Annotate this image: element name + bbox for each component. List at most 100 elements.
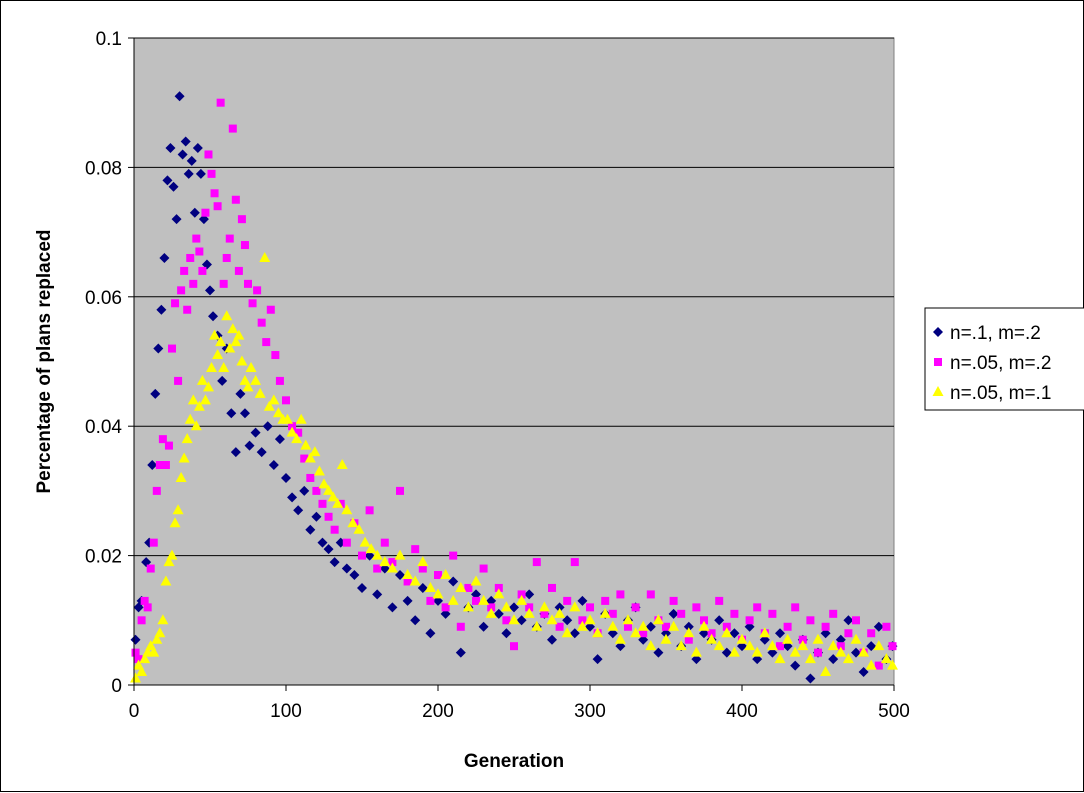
- data-point: [531, 620, 543, 631]
- data-point: [332, 497, 344, 508]
- data-point: [311, 511, 322, 522]
- data-point: [359, 536, 371, 547]
- data-point: [706, 633, 718, 644]
- y-tick-label: 0.04: [85, 417, 122, 438]
- data-point: [410, 615, 421, 626]
- x-tick-label: 0: [129, 701, 140, 722]
- data-point: [380, 538, 389, 547]
- data-point: [190, 420, 202, 431]
- data-point: [212, 349, 224, 360]
- data-point: [812, 633, 824, 644]
- x-axis-title: Generation: [464, 751, 564, 772]
- data-point: [700, 616, 708, 625]
- data-point: [186, 155, 197, 166]
- data-point: [502, 616, 511, 625]
- data-point: [510, 642, 518, 651]
- data-point: [751, 646, 763, 657]
- data-point: [501, 628, 512, 639]
- data-point: [707, 629, 716, 638]
- y-tick-label: 0.08: [85, 158, 122, 179]
- data-point: [154, 627, 166, 638]
- data-point: [829, 609, 838, 618]
- data-point: [791, 603, 800, 612]
- legend-marker: [934, 358, 942, 366]
- data-point: [206, 361, 218, 372]
- data-point: [365, 543, 377, 554]
- data-point: [485, 607, 497, 618]
- data-point: [425, 628, 436, 639]
- data-point: [432, 588, 444, 599]
- data-point: [224, 342, 236, 353]
- data-point: [263, 400, 275, 411]
- data-point: [599, 607, 611, 618]
- data-point: [850, 633, 862, 644]
- data-point: [373, 564, 382, 573]
- data-point: [184, 413, 196, 424]
- data-point: [372, 589, 383, 600]
- data-point: [592, 654, 603, 665]
- data-point: [312, 486, 321, 495]
- data-point: [262, 421, 273, 432]
- data-point: [166, 549, 178, 560]
- data-point: [873, 640, 885, 651]
- data-point: [775, 628, 785, 639]
- data-point: [151, 633, 163, 644]
- data-point: [230, 336, 242, 347]
- data-point: [570, 558, 579, 567]
- data-point: [262, 338, 271, 347]
- data-point: [578, 616, 587, 625]
- legend: n=.1, m=.2 n=.05, m=.2 n=.05, m=.1: [924, 307, 1084, 411]
- data-point: [844, 629, 853, 638]
- data-point: [136, 666, 148, 677]
- data-point: [294, 428, 303, 437]
- data-point: [274, 434, 285, 445]
- data-point: [313, 465, 325, 476]
- y-tick-label: 0.1: [96, 29, 122, 50]
- data-point: [181, 433, 193, 444]
- legend-entry-label: n=.05, m=.2: [950, 353, 1051, 374]
- x-tick-label: 400: [726, 701, 758, 722]
- data-point: [713, 640, 725, 651]
- data-point: [323, 484, 335, 495]
- data-point: [349, 570, 360, 581]
- data-point: [196, 374, 208, 385]
- data-point: [250, 374, 262, 385]
- data-point: [324, 512, 333, 521]
- data-point: [548, 583, 556, 592]
- data-point: [281, 472, 291, 483]
- data-point: [240, 241, 249, 250]
- data-point: [250, 427, 261, 438]
- data-point: [183, 305, 192, 314]
- data-point: [168, 344, 176, 353]
- data-point: [525, 603, 534, 612]
- y-tick-label: 0: [111, 676, 122, 697]
- data-point: [880, 653, 892, 664]
- data-point: [797, 640, 809, 651]
- data-point: [217, 375, 228, 386]
- data-point: [820, 666, 832, 677]
- data-point: [722, 622, 731, 631]
- data-point: [646, 590, 655, 599]
- data-point: [440, 569, 452, 580]
- data-point: [865, 659, 877, 670]
- data-point: [500, 601, 512, 612]
- data-point: [234, 266, 243, 275]
- data-point: [447, 594, 459, 605]
- data-point: [300, 439, 312, 450]
- data-point: [236, 355, 248, 366]
- data-point: [192, 234, 201, 243]
- data-point: [130, 634, 141, 645]
- data-point: [221, 310, 233, 321]
- data-point: [160, 575, 172, 586]
- data-point: [622, 614, 634, 625]
- data-point: [272, 407, 284, 418]
- data-point: [456, 622, 465, 631]
- data-point: [683, 627, 695, 638]
- data-point: [858, 646, 870, 657]
- data-point: [225, 234, 234, 243]
- tick-labels: 0 0.02 0.04 0.06 0.08 0.1 0 100 200 300 400 500: [85, 29, 910, 722]
- data-point: [164, 441, 173, 450]
- data-point: [418, 564, 427, 573]
- data-point: [253, 286, 262, 295]
